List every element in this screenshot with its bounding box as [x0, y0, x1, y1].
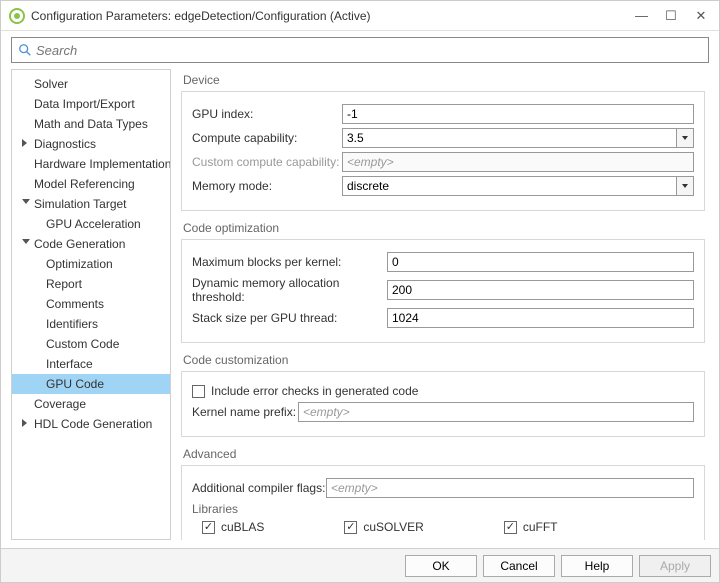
dyn-mem-label: Dynamic memory allocation threshold: [192, 276, 387, 304]
close-icon[interactable]: ✕ [695, 8, 707, 24]
group-adv: Additional compiler flags: Libraries cuB… [181, 465, 705, 540]
maximize-icon[interactable]: ☐ [665, 8, 677, 24]
settings-panel: Device GPU index: Compute capability: Cu… [181, 69, 709, 540]
tree-item-code-generation[interactable]: Code Generation [12, 234, 170, 254]
cancel-button[interactable]: Cancel [483, 555, 555, 577]
group-title-opt: Code optimization [183, 221, 705, 235]
search-input[interactable] [36, 43, 702, 58]
tree-item-math-and-data-types[interactable]: Math and Data Types [12, 114, 170, 134]
tree-item-model-referencing[interactable]: Model Referencing [12, 174, 170, 194]
nav-tree: SolverData Import/ExportMath and Data Ty… [11, 69, 171, 540]
custom-compute-input [342, 152, 694, 172]
compute-capability-label: Compute capability: [192, 131, 342, 145]
dyn-mem-input[interactable] [387, 280, 694, 300]
compute-capability-dropdown-button[interactable] [676, 128, 694, 148]
tree-item-interface[interactable]: Interface [12, 354, 170, 374]
tree-item-hardware-implementation[interactable]: Hardware Implementation [12, 154, 170, 174]
tree-item-identifiers[interactable]: Identifiers [12, 314, 170, 334]
tree-item-diagnostics[interactable]: Diagnostics [12, 134, 170, 154]
group-title-device: Device [183, 73, 705, 87]
group-cust: Include error checks in generated code K… [181, 371, 705, 437]
cufft-checkbox[interactable] [504, 521, 517, 534]
tree-item-gpu-acceleration[interactable]: GPU Acceleration [12, 214, 170, 234]
tree-item-coverage[interactable]: Coverage [12, 394, 170, 414]
cublas-label: cuBLAS [221, 520, 264, 534]
tree-item-custom-code[interactable]: Custom Code [12, 334, 170, 354]
max-blocks-input[interactable] [387, 252, 694, 272]
ok-button[interactable]: OK [405, 555, 477, 577]
footer: OK Cancel Help Apply [1, 548, 719, 582]
cusolver-checkbox[interactable] [344, 521, 357, 534]
gpu-index-input[interactable] [342, 104, 694, 124]
tree-item-simulation-target[interactable]: Simulation Target [12, 194, 170, 214]
tree-item-solver[interactable]: Solver [12, 74, 170, 94]
title-bar: Configuration Parameters: edgeDetection/… [1, 1, 719, 31]
libraries-title: Libraries [192, 502, 694, 516]
stack-size-input[interactable] [387, 308, 694, 328]
memory-mode-dropdown-button[interactable] [676, 176, 694, 196]
group-title-cust: Code customization [183, 353, 705, 367]
search-bar[interactable] [11, 37, 709, 63]
group-device: GPU index: Compute capability: Custom co… [181, 91, 705, 211]
kernel-prefix-label: Kernel name prefix: [192, 405, 298, 419]
group-opt: Maximum blocks per kernel: Dynamic memor… [181, 239, 705, 343]
cublas-checkbox[interactable] [202, 521, 215, 534]
tree-item-report[interactable]: Report [12, 274, 170, 294]
cufft-label: cuFFT [523, 520, 558, 534]
gpu-index-label: GPU index: [192, 107, 342, 121]
kernel-prefix-input[interactable] [298, 402, 694, 422]
app-logo-icon [9, 8, 25, 24]
max-blocks-label: Maximum blocks per kernel: [192, 255, 387, 269]
tree-item-comments[interactable]: Comments [12, 294, 170, 314]
cusolver-label: cuSOLVER [363, 520, 423, 534]
apply-button: Apply [639, 555, 711, 577]
tree-item-gpu-code[interactable]: GPU Code [12, 374, 170, 394]
window-title: Configuration Parameters: edgeDetection/… [31, 9, 371, 23]
tree-item-hdl-code-generation[interactable]: HDL Code Generation [12, 414, 170, 434]
memory-mode-input[interactable] [342, 176, 676, 196]
custom-compute-label: Custom compute capability: [192, 155, 342, 169]
include-err-label: Include error checks in generated code [211, 384, 418, 398]
help-button[interactable]: Help [561, 555, 633, 577]
search-icon [18, 43, 32, 57]
minimize-icon[interactable]: — [635, 8, 647, 24]
compiler-flags-input[interactable] [326, 478, 694, 498]
group-title-adv: Advanced [183, 447, 705, 461]
include-err-checkbox[interactable] [192, 385, 205, 398]
stack-size-label: Stack size per GPU thread: [192, 311, 387, 325]
memory-mode-label: Memory mode: [192, 179, 342, 193]
compute-capability-input[interactable] [342, 128, 676, 148]
tree-item-data-import-export[interactable]: Data Import/Export [12, 94, 170, 114]
compiler-flags-label: Additional compiler flags: [192, 481, 326, 495]
tree-item-optimization[interactable]: Optimization [12, 254, 170, 274]
